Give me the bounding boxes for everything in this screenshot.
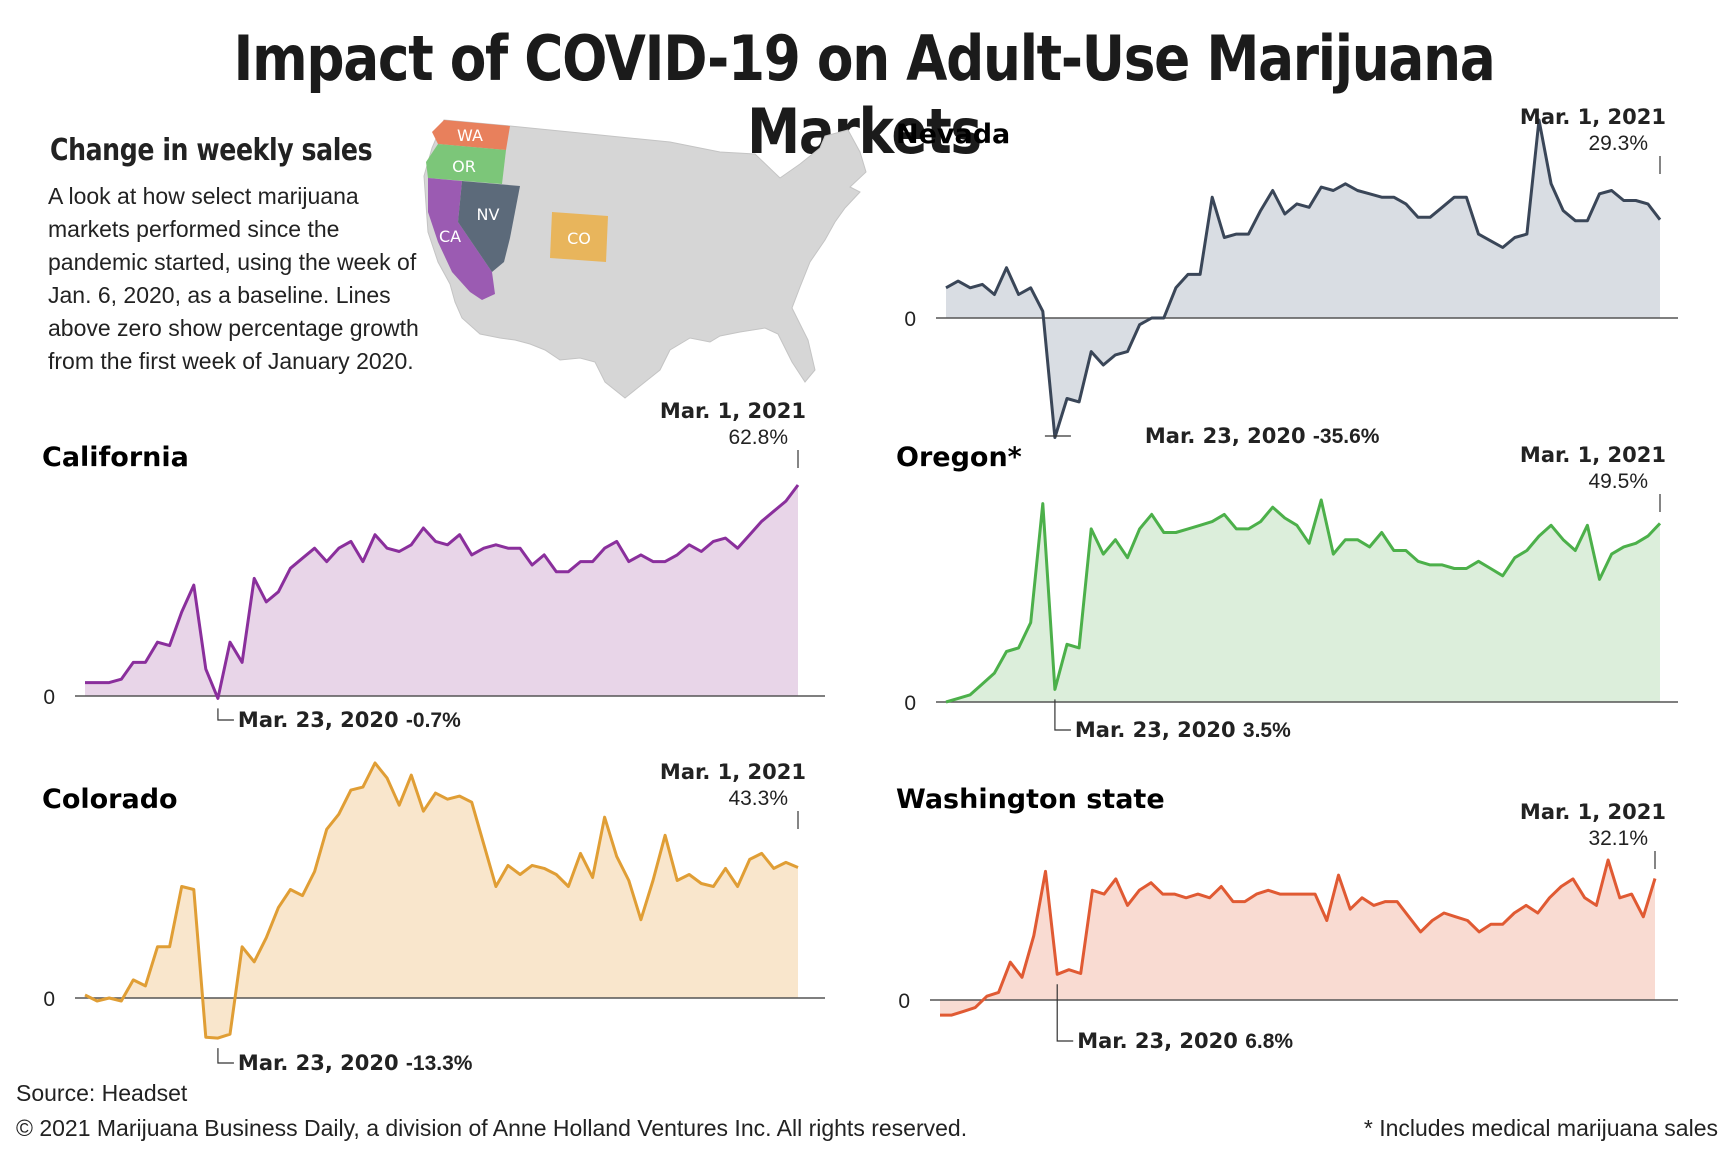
low-value: -13.3% (406, 1052, 473, 1075)
state-label-nv: NV (477, 205, 500, 224)
state-label-ca: CA (439, 227, 461, 246)
chart-title: Colorado (42, 784, 178, 815)
low-leader (217, 1048, 234, 1064)
high-value: 43.3% (728, 787, 788, 810)
high-value: 32.1% (1588, 827, 1648, 850)
series-oregon: Oregon* 0 Mar. 23, 2020 3.5% Mar. 1, 2021 49… (896, 442, 1678, 742)
low-value: -0.7% (406, 709, 461, 732)
low-callout: Mar. 23, 2020 -13.3% (238, 1051, 473, 1075)
area-fill (946, 120, 1660, 438)
copyright-note: © 2021 Marijuana Business Daily, a divis… (16, 1115, 968, 1141)
high-value: 49.5% (1588, 470, 1648, 493)
state-label-co: CO (567, 229, 591, 248)
zero-tick-label: 0 (904, 692, 916, 715)
chart-title: California (42, 442, 189, 473)
intro-text: A look at how select marijuana markets p… (48, 183, 419, 374)
low-date: Mar. 23, 2020 (238, 1051, 406, 1075)
state-or: OR (426, 144, 506, 184)
chart-title: Washington state (896, 784, 1165, 815)
series-colorado: Colorado 0 Mar. 23, 2020 -13.3% Mar. 1, 202… (42, 760, 825, 1075)
area-fill (940, 860, 1655, 1016)
footnote: * Includes medical marijuana sales (1363, 1115, 1718, 1141)
state-wa: WA (432, 120, 510, 150)
low-date: Mar. 23, 2020 (238, 708, 406, 732)
low-leader (217, 708, 234, 721)
us-map: WA OR CA NV CO (423, 119, 867, 399)
series-line (85, 484, 800, 700)
low-value: -35.6% (1313, 425, 1380, 448)
state-label-or: OR (452, 157, 476, 176)
zero-tick-label: 0 (898, 990, 910, 1013)
low-value: 3.5% (1243, 719, 1291, 742)
low-leader (1054, 699, 1071, 731)
low-date: Mar. 23, 2020 (1077, 1029, 1245, 1053)
series-line (940, 858, 1657, 1017)
low-callout: Mar. 23, 2020 -35.6% (1145, 424, 1380, 448)
high-value: 29.3% (1588, 132, 1648, 155)
low-callout: Mar. 23, 2020 -0.7% (238, 708, 461, 732)
zero-tick-label: 0 (43, 686, 55, 709)
low-callout: Mar. 23, 2020 6.8% (1077, 1029, 1293, 1053)
chart-title: Nevada (896, 119, 1010, 150)
series-california: California 0 Mar. 23, 2020 -0.7% Mar. 1, 20… (42, 399, 825, 732)
area-fill (85, 485, 798, 699)
high-date: Mar. 1, 2021 (1520, 443, 1666, 467)
area-fill (85, 763, 798, 1039)
zero-tick-label: 0 (904, 308, 916, 331)
series-line (945, 498, 1662, 704)
state-nv: NV (458, 181, 520, 272)
state-co: CO (550, 212, 608, 262)
high-date: Mar. 1, 2021 (660, 760, 806, 784)
state-ca: CA (428, 178, 495, 300)
series-line (945, 118, 1662, 439)
zero-tick-label: 0 (43, 988, 55, 1011)
high-date: Mar. 1, 2021 (1520, 105, 1666, 129)
series-nevada: Nevada 0 Mar. 23, 2020 -35.6% Mar. 1, 2021 2… (896, 105, 1678, 448)
low-callout: Mar. 23, 2020 3.5% (1075, 718, 1291, 742)
us-map-outline (423, 119, 867, 399)
high-value: 62.8% (728, 426, 788, 449)
low-date: Mar. 23, 2020 (1075, 718, 1243, 742)
state-label-wa: WA (457, 126, 483, 145)
low-leader (1056, 984, 1074, 1042)
source-note: Source: Headset (16, 1080, 188, 1106)
high-date: Mar. 1, 2021 (1520, 800, 1666, 824)
intro-heading: Change in weekly sales (50, 133, 373, 168)
low-date: Mar. 23, 2020 (1145, 424, 1313, 448)
high-date: Mar. 1, 2021 (660, 399, 806, 423)
series-line (84, 761, 799, 1040)
page-title: Impact of COVID-19 on Adult-Use Marijuan… (233, 22, 1496, 168)
low-value: 6.8% (1245, 1030, 1293, 1053)
area-fill (946, 500, 1660, 702)
chart-title: Oregon* (896, 442, 1022, 473)
